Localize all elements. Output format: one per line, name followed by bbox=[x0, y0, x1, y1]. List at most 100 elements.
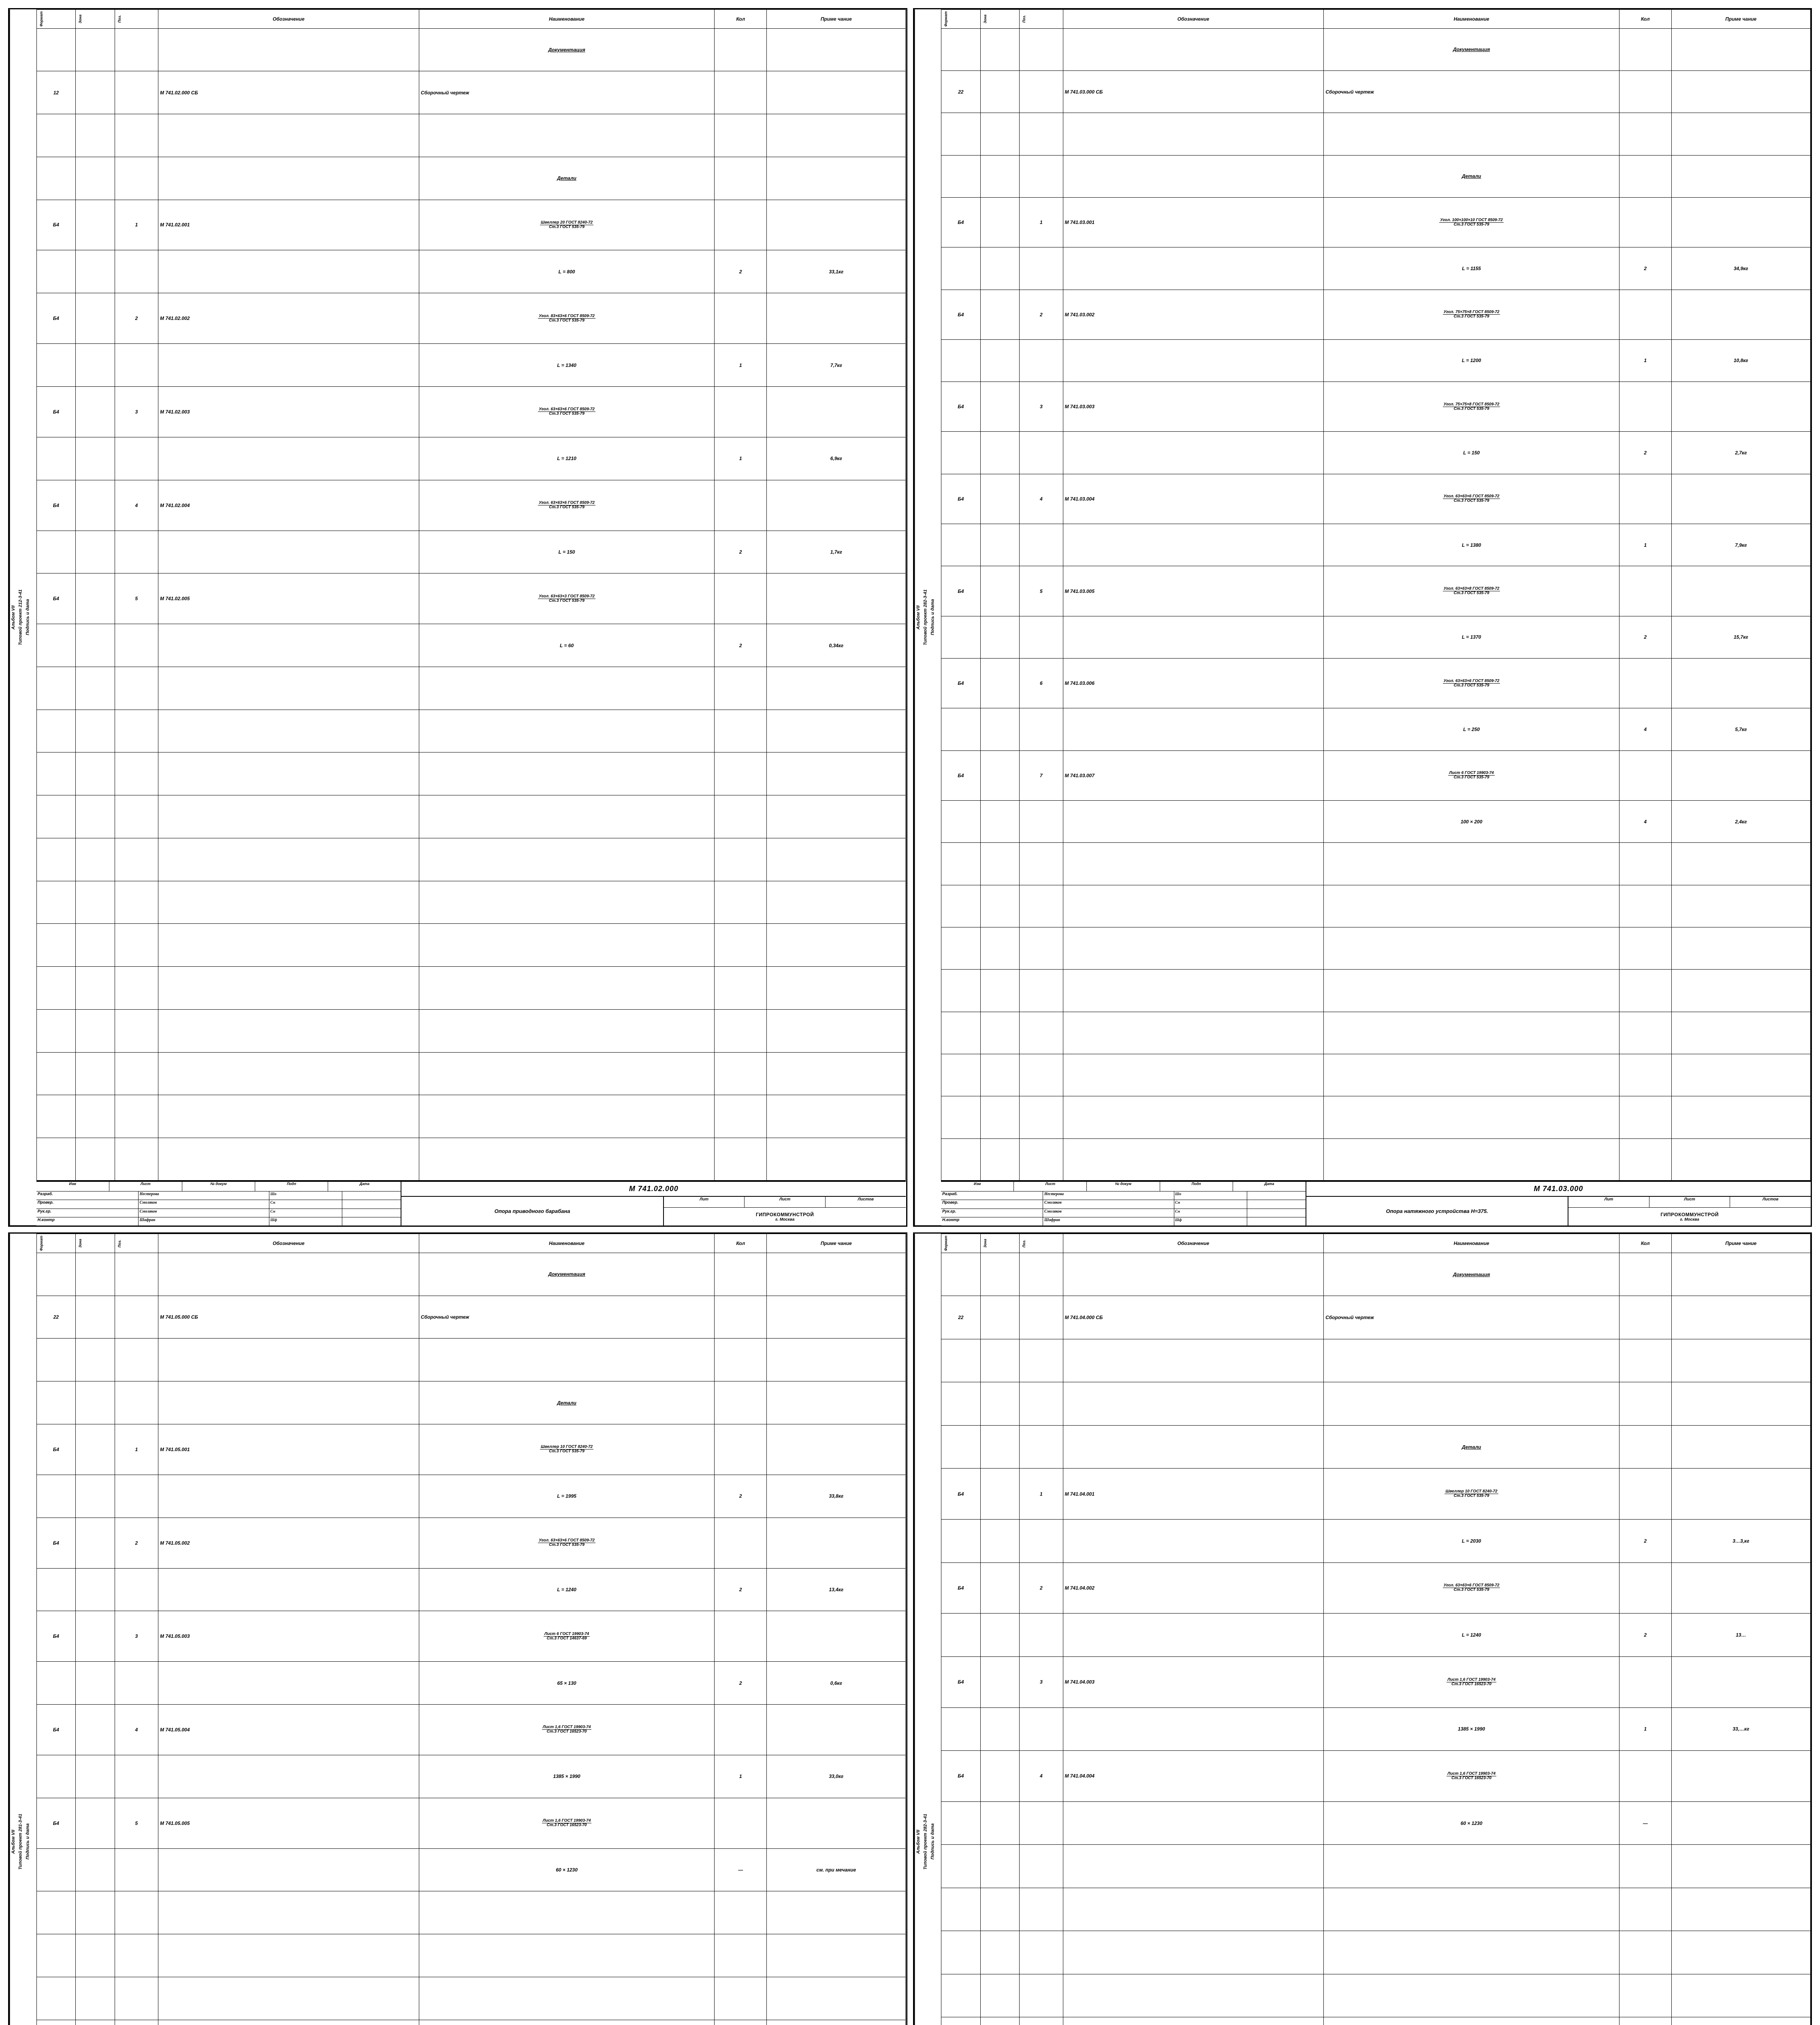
spec-header: Формат Зона Поз. Обозначение Наименовани… bbox=[36, 10, 906, 29]
spec-row: 22 М 741.03.000 СБ Сборочный чертеж bbox=[941, 70, 1811, 113]
title-block: Изм Лист № докум Подп Дата Разраб.Нестер… bbox=[941, 1181, 1811, 1226]
spec-row: Б4 3 М 741.02.003 Угол. 63×63×6 ГОСТ 850… bbox=[36, 386, 906, 437]
spec-row-empty bbox=[36, 1934, 906, 1977]
spec-row: Б4 5 М 741.05.005 Лист 1,6 ГОСТ 19903-74… bbox=[36, 1798, 906, 1848]
spec-row-empty bbox=[36, 1095, 906, 1138]
spec-table: Формат Зона Поз. Обозначение Наименовани… bbox=[941, 1234, 1811, 2025]
spec-row-empty bbox=[36, 710, 906, 752]
side-strip: Альбом VII Типовой проект 212-3-41 Подпи… bbox=[9, 9, 36, 1226]
spec-row: L = 2030 2 3…3,кг bbox=[941, 1520, 1811, 1562]
spec-row-empty bbox=[36, 1052, 906, 1095]
spec-row: Б4 2 М 741.02.002 Угол. 83×63×6 ГОСТ 850… bbox=[36, 293, 906, 344]
org-name: ГИПРОКОММУНСТРОЙ г. Москва bbox=[664, 1208, 906, 1226]
spec-row-empty bbox=[941, 927, 1811, 969]
side-album: Альбом VII bbox=[10, 1234, 17, 2025]
side-sign: Подпись и дата bbox=[929, 9, 936, 1226]
side-project: Типовой проект 212-3-41 bbox=[17, 9, 24, 1226]
spec-row: L = 250 4 5,7кг bbox=[941, 708, 1811, 750]
spec-row: Б4 1 М 741.04.001 Швеллер 10 ГОСТ 8240-7… bbox=[941, 1469, 1811, 1520]
spec-row: L = 1200 1 10,8кг bbox=[941, 339, 1811, 382]
side-project: Типовой проект 282-3-41 bbox=[922, 9, 929, 1226]
spec-row-empty bbox=[36, 838, 906, 881]
spec-header: Формат Зона Поз. Обозначение Наименовани… bbox=[941, 10, 1811, 29]
spec-row: Б4 1 М 741.03.001 Угол. 100×100×10 ГОСТ … bbox=[941, 197, 1811, 247]
spec-row: Детали bbox=[36, 1381, 906, 1424]
spec-row bbox=[941, 113, 1811, 155]
tb-list2: Лист bbox=[1649, 1197, 1730, 1207]
spec-row-empty bbox=[941, 1054, 1811, 1096]
tb-list2: Лист bbox=[745, 1197, 826, 1207]
spec-row: Документация bbox=[941, 28, 1811, 70]
spec-row-empty bbox=[36, 2020, 906, 2025]
spec-row-empty bbox=[36, 1009, 906, 1052]
spec-header: Формат Зона Поз. Обозначение Наименовани… bbox=[941, 1234, 1811, 1253]
spec-row: Б4 4 М 741.03.004 Угол. 63×63×6 ГОСТ 850… bbox=[941, 474, 1811, 524]
spec-row: L = 1240 2 13… bbox=[941, 1614, 1811, 1656]
spec-row: 22 М 741.05.000 СБ Сборочный чертеж bbox=[36, 1296, 906, 1339]
side-album: Альбом VII bbox=[915, 9, 922, 1226]
spec-row: L = 1240 2 13,4кг bbox=[36, 1568, 906, 1611]
tb-ndoc: № докум bbox=[1087, 1182, 1160, 1191]
spec-row-empty bbox=[36, 1138, 906, 1181]
spec-row: Детали bbox=[36, 157, 906, 200]
spec-row: L = 60 2 0,34кг bbox=[36, 624, 906, 667]
spec-row: Б4 7 М 741.03.007 Лист 6 ГОСТ 19903-74Ст… bbox=[941, 750, 1811, 800]
spec-row: Б4 3 М 741.03.003 Угол. 75×75×8 ГОСТ 850… bbox=[941, 382, 1811, 432]
spec-row-empty bbox=[941, 970, 1811, 1012]
spec-row: L = 150 2 1,7кг bbox=[36, 531, 906, 573]
side-album: Альбом VII bbox=[915, 1234, 922, 2025]
sheet-3: Альбом VII Типовой проект 282-3-41 Подпи… bbox=[913, 1232, 1812, 2025]
spec-row: 22 М 741.04.000 СБ Сборочный чертеж bbox=[941, 1296, 1811, 1339]
spec-row: 65 × 130 2 0,6кг bbox=[36, 1662, 906, 1705]
spec-row: Б4 3 М 741.05.003 Лист 6 ГОСТ 19903-74Ст… bbox=[36, 1611, 906, 1662]
spec-row: L = 150 2 2,7кг bbox=[941, 432, 1811, 474]
drawing-code: М 741.02.000 bbox=[401, 1182, 906, 1197]
spec-row: L = 1380 1 7,9кг bbox=[941, 524, 1811, 566]
spec-row: 60 × 1230 — bbox=[941, 1801, 1811, 1844]
spec-row-empty bbox=[941, 1931, 1811, 1974]
spec-row-empty bbox=[941, 1096, 1811, 1138]
spec-row-empty bbox=[36, 1977, 906, 2020]
tb-ndoc: № докум bbox=[182, 1182, 255, 1191]
spec-row-empty bbox=[941, 885, 1811, 927]
spec-row-empty bbox=[36, 924, 906, 967]
side-strip: Альбом VII Типовой проект 282-3-41 Подпи… bbox=[914, 1234, 941, 2025]
side-sign: Подпись и дата bbox=[24, 1234, 31, 2025]
side-project: Типовой проект 282-3-41 bbox=[922, 1234, 929, 2025]
spec-row: Б4 1 М 741.02.001 Швеллер 20 ГОСТ 8240-7… bbox=[36, 200, 906, 250]
spec-row: 1385 × 1990 1 33,…кг bbox=[941, 1707, 1811, 1750]
spec-row: Б4 5 М 741.02.005 Угол. 63×63×3 ГОСТ 850… bbox=[36, 573, 906, 624]
spec-row: L = 1340 1 7,7кг bbox=[36, 344, 906, 387]
spec-row-empty bbox=[941, 1974, 1811, 2017]
spec-table: Формат Зона Поз. Обозначение Наименовани… bbox=[36, 1234, 906, 2025]
spec-table: Формат Зона Поз. Обозначение Наименовани… bbox=[36, 9, 906, 1181]
tb-lit: Лит bbox=[664, 1197, 745, 1207]
spec-row: Б4 2 М 741.04.002 Угол. 63×63×6 ГОСТ 850… bbox=[941, 1562, 1811, 1614]
spec-row: L = 1210 1 6,9кг bbox=[36, 437, 906, 480]
spec-row: L = 1995 2 33,8кг bbox=[36, 1475, 906, 1518]
spec-row: Б4 3 М 741.04.003 Лист 1,6 ГОСТ 19903-74… bbox=[941, 1656, 1811, 1707]
spec-row-empty bbox=[941, 2017, 1811, 2025]
spec-row: Б4 4 М 741.05.004 Лист 1,6 ГОСТ 19903-74… bbox=[36, 1704, 906, 1755]
spec-row: Б4 1 М 741.05.001 Швеллер 10 ГОСТ 8240-7… bbox=[36, 1424, 906, 1475]
spec-row: Б4 5 М 741.03.005 Угол. 63×63×8 ГОСТ 850… bbox=[941, 566, 1811, 616]
side-project: Типовой проект 281-3-41 bbox=[17, 1234, 24, 2025]
spec-row: L = 1155 2 34,9кг bbox=[941, 247, 1811, 290]
spec-row: Б4 4 М 741.04.004 Лист 1,6 ГОСТ 19903-74… bbox=[941, 1751, 1811, 1802]
spec-row: Детали bbox=[941, 1425, 1811, 1468]
spec-row: Документация bbox=[36, 1253, 906, 1296]
sheet-1: Альбом VII Типовой проект 282-3-41 Подпи… bbox=[913, 8, 1812, 1227]
tb-list: Лист bbox=[109, 1182, 182, 1191]
spec-row: L = 1370 2 15,7кг bbox=[941, 616, 1811, 658]
spec-row: Детали bbox=[941, 155, 1811, 197]
spec-row: Документация bbox=[36, 28, 906, 71]
spec-row-empty bbox=[941, 1845, 1811, 1888]
spec-row bbox=[941, 1382, 1811, 1425]
spec-row: L = 800 2 33,1кг bbox=[36, 250, 906, 293]
tb-podp: Подп bbox=[1160, 1182, 1233, 1191]
tb-list: Лист bbox=[1014, 1182, 1087, 1191]
spec-row-empty bbox=[36, 795, 906, 838]
spec-row bbox=[941, 1339, 1811, 1382]
spec-row-empty bbox=[941, 1138, 1811, 1181]
drawing-title: Опора натяжного устройства Н=375. bbox=[1306, 1197, 1568, 1226]
